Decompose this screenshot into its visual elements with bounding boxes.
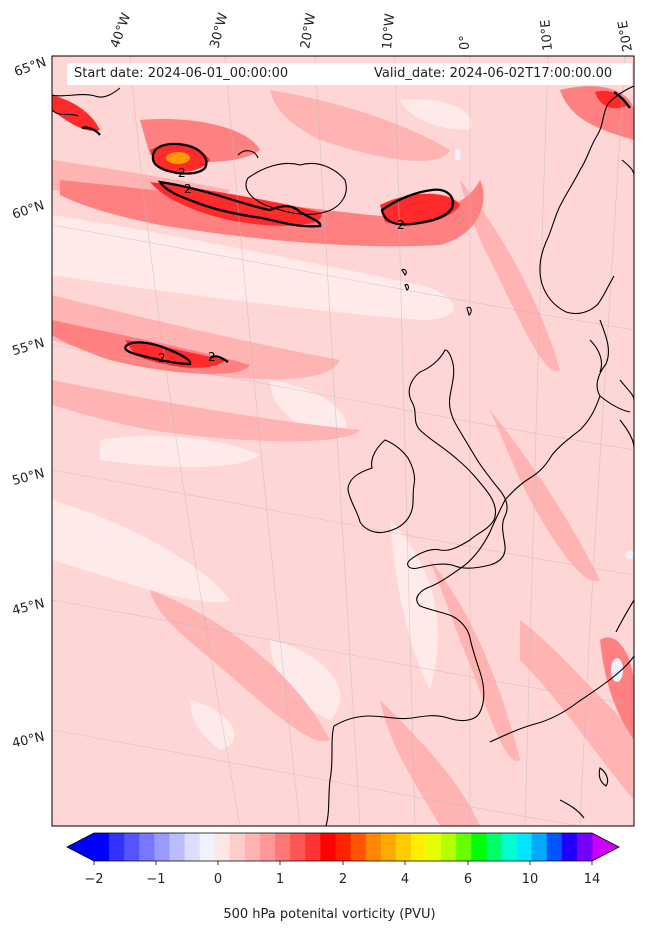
colorbar-swatch [154, 833, 170, 861]
colorbar-swatch [124, 833, 140, 861]
orange-core [166, 152, 190, 164]
colorbar-swatch [531, 833, 548, 861]
colorbar-swatch [275, 833, 291, 861]
header-box [67, 63, 632, 85]
colorbar-tick: 0 [213, 872, 223, 887]
lon-label-10e: 10°E [538, 18, 556, 52]
contour-iceland-s [157, 180, 322, 228]
colorbar-swatch [456, 833, 472, 861]
colorbar-tick: −2 [84, 872, 104, 887]
colorbar [66, 832, 620, 865]
valid-date-label: Valid_date: 2024-06-02T17:00:00.00 [374, 66, 613, 81]
colorbar-swatch [139, 833, 155, 861]
contour-label: 2 [158, 351, 166, 365]
low-pv-patches [52, 99, 472, 750]
colorbar-extend-max [592, 833, 619, 861]
colorbar-swatch [441, 833, 457, 861]
colorbar-swatch [486, 833, 502, 861]
pv-contours [81, 91, 631, 366]
colorbar-label: 500 hPa potenital vorticity (PVU) [223, 907, 436, 922]
colorbar-swatch [561, 833, 578, 861]
colorbar-swatch [501, 833, 518, 861]
colorbar-swatch [169, 833, 186, 861]
lon-label-0: 0° [458, 35, 473, 50]
colorbar-tick: 4 [400, 872, 410, 887]
colorbar-tick: 14 [583, 872, 601, 887]
colorbar-swatch [214, 833, 231, 861]
contour-label: 2 [184, 182, 192, 196]
contour-label-group: 2 2 2 2 2 [158, 166, 405, 365]
colorbar-swatch [576, 833, 593, 861]
contour-iceland-sw [151, 142, 208, 175]
contour-label: 2 [208, 350, 216, 364]
map-frame [51, 55, 635, 827]
colorbar-extend-min [67, 833, 94, 861]
lon-label-10w: 10°W [380, 12, 399, 50]
contour-faroes [380, 188, 455, 226]
colorbar-swatch [320, 833, 336, 861]
colorbar-tick: 6 [463, 872, 473, 887]
colorbar-swatch [109, 833, 125, 861]
colorbar-swatch [335, 833, 352, 861]
colorbar-tick: 2 [338, 872, 348, 887]
colorbar-swatch [546, 833, 563, 861]
contour-label: 2 [178, 166, 186, 180]
colorbar-swatch [260, 833, 276, 861]
colorbar-swatch [229, 833, 246, 861]
graticule [52, 56, 634, 826]
contour-label: 2 [397, 218, 405, 232]
colorbar-swatch [94, 833, 110, 861]
colorbar-swatch [471, 833, 487, 861]
start-date-label: Start date: 2024-06-01_00:00:00 [74, 66, 289, 81]
colorbar-tick: 10 [521, 872, 539, 887]
colorbar-tick: −1 [146, 872, 166, 887]
colorbar-swatch [426, 833, 442, 861]
pv-field: 2 2 2 2 2 [52, 56, 634, 826]
colorbar-swatch [365, 833, 382, 861]
colorbar-swatch [516, 833, 533, 861]
colorbar-swatch [350, 833, 367, 861]
colorbar-swatch [184, 833, 201, 861]
colorbar-swatch [380, 833, 397, 861]
colorbar-swatch [395, 833, 412, 861]
coastlines [52, 85, 634, 826]
colorbar-swatch [290, 833, 306, 861]
colorbar-swatch [410, 833, 427, 861]
high-pv-cores [52, 90, 628, 368]
colorbar-swatch [305, 833, 321, 861]
contour-midatlantic [124, 341, 192, 366]
contour-midatlantic-tail [209, 355, 229, 363]
colorbar-swatch [244, 833, 261, 861]
colorbar-swatch [199, 833, 216, 861]
colorbar-tick: 1 [275, 872, 285, 887]
